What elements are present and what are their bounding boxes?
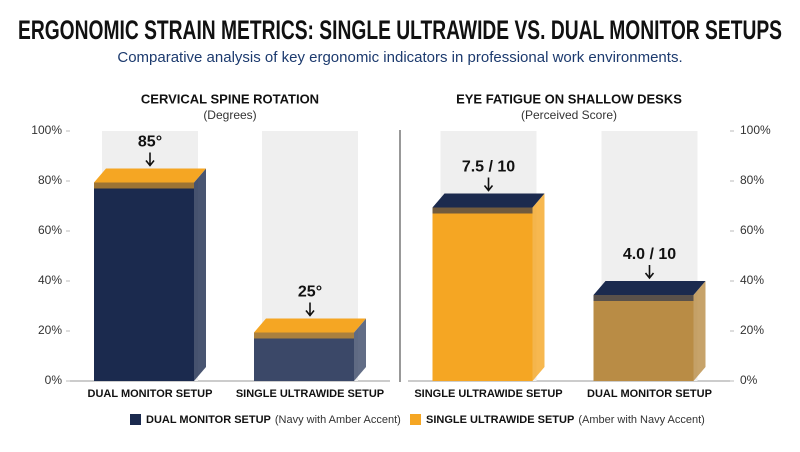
panel-title: EYE FATIGUE ON SHALLOW DESKS <box>456 91 682 106</box>
x-tick-label: SINGLE ULTRAWIDE SETUP <box>414 388 562 400</box>
legend-label: SINGLE ULTRAWIDE SETUP <box>426 414 574 426</box>
legend-note: (Navy with Amber Accent) <box>275 414 401 426</box>
value-arrow <box>483 177 494 192</box>
legend-swatch <box>410 414 421 425</box>
y-tick-label: 100% <box>740 123 771 137</box>
bar <box>254 332 354 381</box>
panel-title: CERVICAL SPINE ROTATION <box>141 91 319 106</box>
value-arrow <box>145 152 155 167</box>
value-label: 7.5 / 10 <box>462 159 515 176</box>
panel-subtitle: (Degrees) <box>203 108 256 122</box>
value-label: 85° <box>138 134 162 151</box>
value-arrow <box>305 302 315 317</box>
bar <box>593 295 694 381</box>
bar-side <box>532 193 545 381</box>
bar-accent <box>94 182 194 189</box>
y-tick-label: 40% <box>740 273 764 287</box>
legend-label: DUAL MONITOR SETUP <box>146 414 271 426</box>
legend-entry: SINGLE ULTRAWIDE SETUP (Amber with Navy A… <box>426 414 705 426</box>
y-tick-label: 40% <box>38 273 62 287</box>
bar-accent <box>593 295 694 301</box>
y-tick-label: 20% <box>38 323 62 337</box>
value-arrow <box>644 265 655 280</box>
x-tick-label: DUAL MONITOR SETUP <box>88 388 213 400</box>
bar-side <box>693 281 706 381</box>
value-label: 25° <box>298 284 322 301</box>
y-tick-label: 60% <box>740 223 764 237</box>
panel-subtitle: (Perceived Score) <box>521 108 617 122</box>
bar-accent <box>432 207 533 214</box>
legend-note: (Amber with Navy Accent) <box>578 414 705 426</box>
bar-side <box>354 318 366 381</box>
y-tick-label: 60% <box>38 223 62 237</box>
y-tick-label: 0% <box>45 373 63 387</box>
bar-top <box>254 318 366 333</box>
x-tick-label: DUAL MONITOR SETUP <box>587 388 712 400</box>
legend-entry: DUAL MONITOR SETUP (Navy with Amber Accen… <box>146 414 401 426</box>
bar <box>94 182 194 381</box>
y-tick-label: 20% <box>740 323 764 337</box>
page-subtitle: Comparative analysis of key ergonomic in… <box>117 49 682 66</box>
bar <box>432 207 533 381</box>
y-tick-label: 80% <box>740 173 764 187</box>
y-tick-label: 80% <box>38 173 62 187</box>
legend-swatch <box>130 414 141 425</box>
y-tick-label: 0% <box>740 373 758 387</box>
bar-accent <box>254 332 354 339</box>
bar-top <box>432 193 545 208</box>
bar-side <box>194 168 206 381</box>
bar-top <box>94 168 206 183</box>
page-title: ERGONOMIC STRAIN METRICS: SINGLE ULTRAWI… <box>18 15 782 45</box>
x-tick-label: SINGLE ULTRAWIDE SETUP <box>236 388 384 400</box>
bar-top <box>593 281 706 295</box>
y-tick-label: 100% <box>31 123 62 137</box>
value-label: 4.0 / 10 <box>623 246 676 263</box>
